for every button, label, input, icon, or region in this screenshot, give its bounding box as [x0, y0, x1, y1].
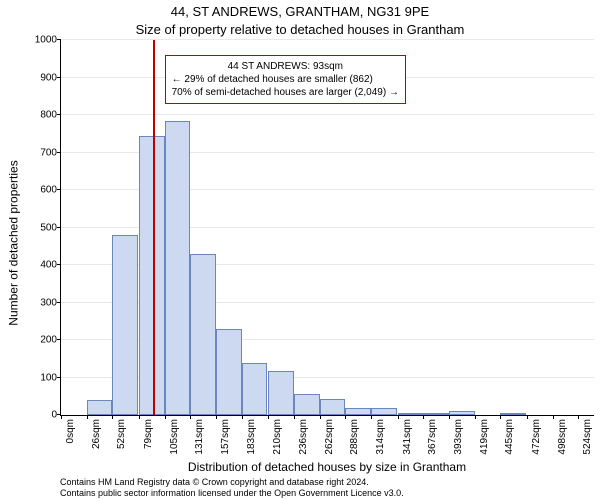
histogram-bar	[345, 408, 371, 416]
x-tick-mark	[61, 415, 62, 419]
y-tick-label: 200	[40, 335, 61, 346]
x-tick-label: 210sqm	[272, 419, 283, 455]
x-tick-label: 393sqm	[453, 419, 464, 455]
x-tick-label: 79sqm	[143, 419, 154, 449]
y-tick-label: 600	[40, 185, 61, 196]
x-tick-mark	[242, 415, 243, 419]
info-box: 44 ST ANDREWS: 93sqm← 29% of detached ho…	[165, 55, 406, 104]
x-tick-mark	[371, 415, 372, 419]
x-tick-label: 341sqm	[402, 419, 413, 455]
histogram-bar	[320, 399, 346, 415]
histogram-bar	[268, 371, 294, 415]
gridline	[61, 114, 594, 115]
x-tick-mark	[112, 415, 113, 419]
x-tick-mark	[320, 415, 321, 419]
x-axis-label: Distribution of detached houses by size …	[60, 460, 594, 474]
x-tick-label: 236sqm	[298, 419, 309, 455]
info-box-line: ← 29% of detached houses are smaller (86…	[172, 73, 399, 86]
y-tick-label: 400	[40, 260, 61, 271]
histogram-plot: 010020030040050060070080090010000sqm26sq…	[60, 40, 594, 416]
x-tick-mark	[345, 415, 346, 419]
y-tick-label: 800	[40, 110, 61, 121]
x-tick-label: 288sqm	[349, 419, 360, 455]
histogram-bar	[216, 329, 242, 415]
y-axis-label-wrap: Number of detached properties	[6, 50, 22, 436]
histogram-bar	[190, 254, 216, 415]
gridline	[61, 39, 594, 40]
y-tick-label: 900	[40, 72, 61, 83]
y-tick-label: 700	[40, 147, 61, 158]
x-tick-label: 498sqm	[557, 419, 568, 455]
x-tick-label: 26sqm	[91, 419, 102, 449]
histogram-bar	[87, 400, 113, 415]
x-tick-label: 314sqm	[375, 419, 386, 455]
y-tick-label: 300	[40, 297, 61, 308]
x-tick-label: 183sqm	[246, 419, 257, 455]
x-tick-label: 419sqm	[479, 419, 490, 455]
y-tick-label: 0	[51, 410, 61, 421]
y-tick-label: 100	[40, 372, 61, 383]
x-tick-mark	[294, 415, 295, 419]
page-title-line1: 44, ST ANDREWS, GRANTHAM, NG31 9PE	[0, 4, 600, 19]
x-tick-mark	[398, 415, 399, 419]
x-tick-label: 52sqm	[116, 419, 127, 449]
histogram-bar	[294, 394, 320, 415]
histogram-bar	[398, 413, 424, 415]
attribution-line1: Contains HM Land Registry data © Crown c…	[60, 477, 594, 487]
page-title-line2: Size of property relative to detached ho…	[0, 22, 600, 37]
histogram-bar	[371, 408, 397, 415]
attribution-line2: Contains public sector information licen…	[60, 488, 594, 498]
x-tick-label: 157sqm	[220, 419, 231, 455]
attribution: Contains HM Land Registry data © Crown c…	[60, 477, 594, 498]
x-tick-mark	[165, 415, 166, 419]
y-tick-label: 500	[40, 222, 61, 233]
x-tick-mark	[190, 415, 191, 419]
y-tick-label: 1000	[35, 35, 61, 46]
x-tick-mark	[268, 415, 269, 419]
x-tick-label: 445sqm	[504, 419, 515, 455]
histogram-bar	[165, 121, 191, 415]
histogram-bar	[449, 411, 475, 416]
x-tick-label: 131sqm	[194, 419, 205, 455]
x-tick-label: 0sqm	[65, 419, 76, 443]
x-tick-label: 524sqm	[582, 419, 593, 455]
info-box-line: 44 ST ANDREWS: 93sqm	[172, 60, 399, 73]
info-box-line: 70% of semi-detached houses are larger (…	[172, 86, 399, 99]
histogram-bar	[500, 413, 526, 415]
x-tick-mark	[553, 415, 554, 419]
x-tick-label: 105sqm	[169, 419, 180, 455]
histogram-bar	[242, 363, 268, 416]
x-tick-mark	[423, 415, 424, 419]
histogram-bar	[112, 235, 138, 415]
x-tick-mark	[527, 415, 528, 419]
x-tick-mark	[449, 415, 450, 419]
x-tick-mark	[578, 415, 579, 419]
x-tick-mark	[475, 415, 476, 419]
histogram-bar	[423, 413, 449, 415]
y-axis-label: Number of detached properties	[7, 160, 21, 325]
x-tick-mark	[87, 415, 88, 419]
property-marker-line	[153, 40, 155, 415]
x-tick-label: 472sqm	[531, 419, 542, 455]
x-tick-label: 367sqm	[427, 419, 438, 455]
x-tick-label: 262sqm	[324, 419, 335, 455]
x-tick-mark	[500, 415, 501, 419]
x-tick-mark	[216, 415, 217, 419]
x-tick-mark	[139, 415, 140, 419]
